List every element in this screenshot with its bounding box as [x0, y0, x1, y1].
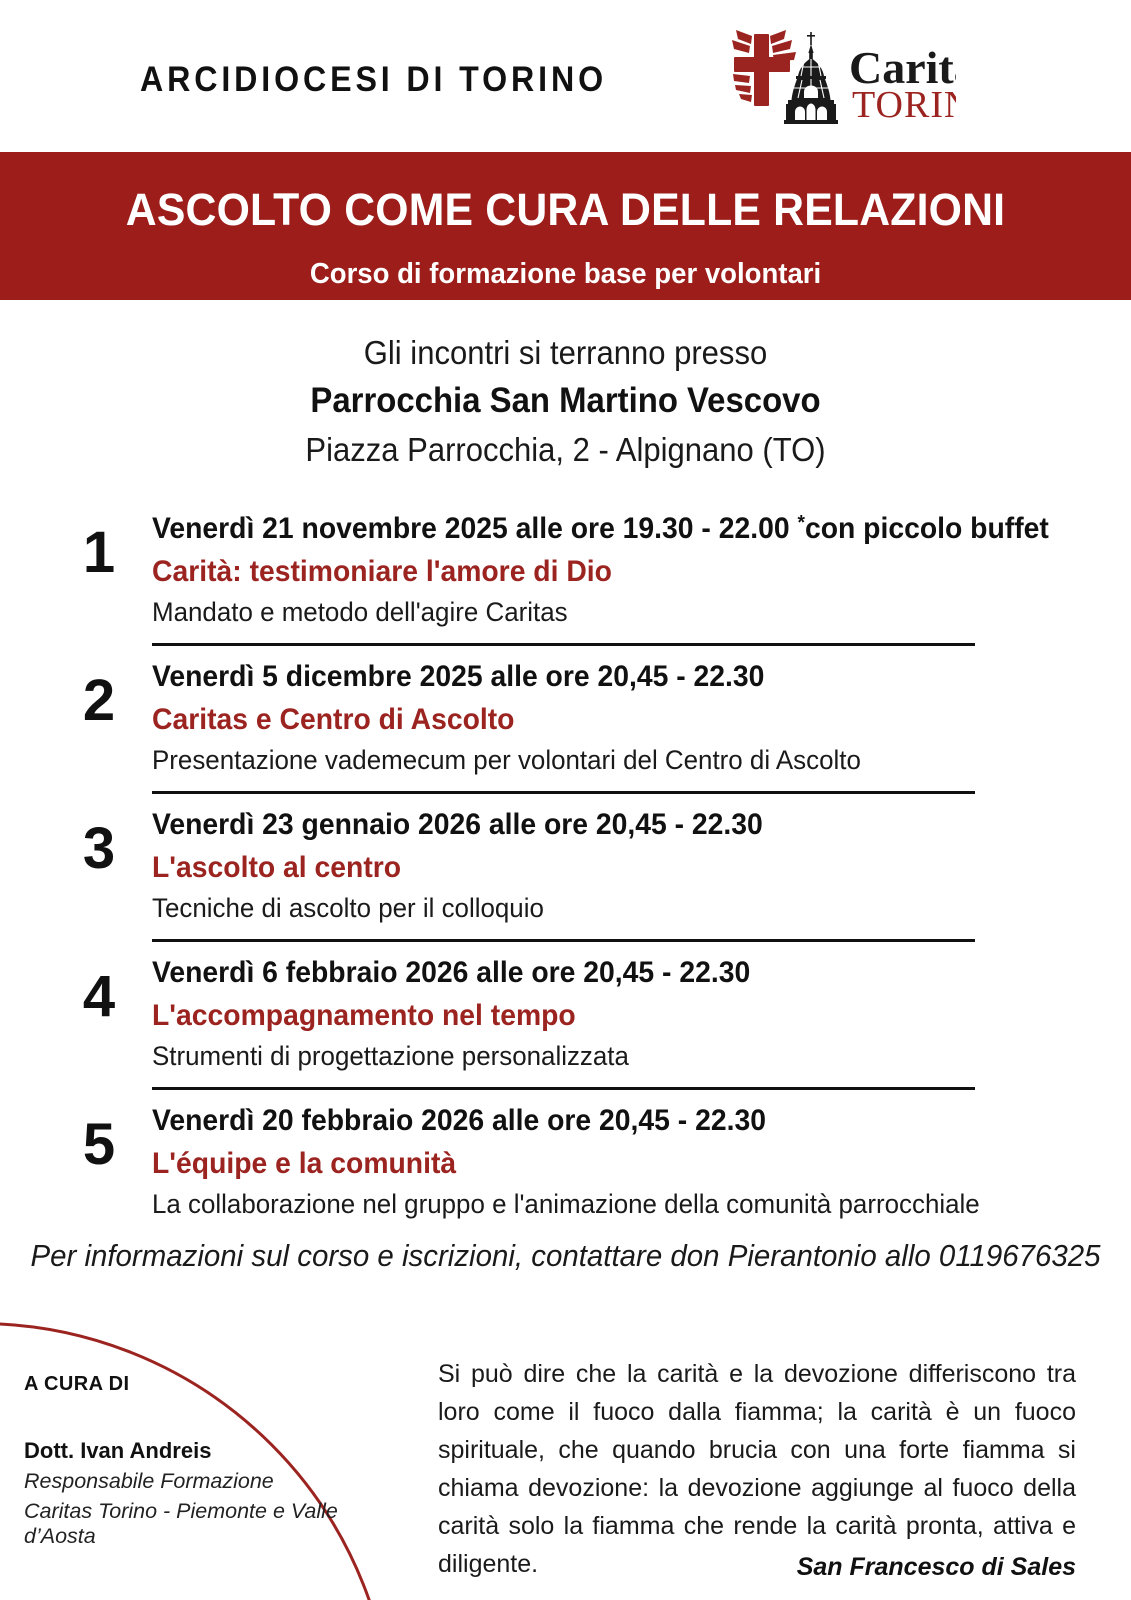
- session-number: 3: [82, 816, 116, 881]
- session-date: Venerdì 6 febbraio 2026 alle ore 20,45 -…: [152, 942, 1092, 990]
- session-date-text: Venerdì 23 gennaio 2026 alle ore 20,45 -…: [152, 808, 763, 841]
- session-number: 1: [82, 520, 116, 585]
- session-number: 4: [82, 964, 116, 1029]
- session-title: Carità: testimoniare l'amore di Dio: [152, 555, 612, 588]
- session-item: 3 Venerdì 23 gennaio 2026 alle ore 20,45…: [0, 794, 1131, 942]
- session-date: Venerdì 20 febbraio 2026 alle ore 20,45 …: [152, 1090, 1092, 1138]
- session-description: Strumenti di progettazione personalizzat…: [152, 1041, 629, 1071]
- quote-author: San Francesco di Sales: [796, 1553, 1076, 1581]
- session-date-text: Venerdì 6 febbraio 2026 alle ore 20,45 -…: [152, 956, 751, 989]
- session-item: 1 Venerdì 21 novembre 2025 alle ore 19.3…: [0, 498, 1131, 646]
- session-date-note: con piccolo buffet: [804, 512, 1049, 545]
- diocese-title: ARCIDIOCESI DI TORINO: [140, 60, 607, 99]
- caritas-torino-logo: Caritas TORINO: [726, 26, 956, 126]
- session-divider: [152, 791, 975, 794]
- session-description: Presentazione vademecum per volontari de…: [152, 745, 861, 775]
- session-description: Mandato e metodo dell'agire Caritas: [152, 597, 568, 627]
- venue-address: Piazza Parrocchia, 2 - Alpignano (TO): [305, 431, 826, 469]
- session-list: 1 Venerdì 21 novembre 2025 alle ore 19.3…: [0, 498, 1131, 1238]
- poster-header: ARCIDIOCESI DI TORINO: [0, 0, 1131, 152]
- session-date: Venerdì 5 dicembre 2025 alle ore 20,45 -…: [152, 646, 1092, 694]
- session-title: L'équipe e la comunità: [152, 1147, 457, 1180]
- contact-line: Per informazioni sul corso e iscrizioni,…: [30, 1238, 1101, 1273]
- session-date-text: Venerdì 5 dicembre 2025 alle ore 20,45 -…: [152, 660, 765, 693]
- session-item: 2 Venerdì 5 dicembre 2025 alle ore 20,45…: [0, 646, 1131, 794]
- title-banner: ASCOLTO COME CURA DELLE RELAZIONI Corso …: [0, 152, 1131, 300]
- session-number: 2: [82, 668, 116, 733]
- caritas-cross-icon: [732, 30, 796, 106]
- credits-block: A CURA DI Dott. Ivan Andreis Responsabil…: [24, 1373, 404, 1549]
- banner-title: ASCOLTO COME CURA DELLE RELAZIONI: [125, 184, 1006, 235]
- credits-organization: Caritas Torino - Piemonte e Valle d’Aost…: [24, 1499, 338, 1548]
- session-date-text: Venerdì 20 febbraio 2026 alle ore 20,45 …: [152, 1104, 766, 1137]
- credits-label: A CURA DI: [24, 1373, 130, 1395]
- session-divider: [152, 643, 975, 646]
- session-item: 5 Venerdì 20 febbraio 2026 alle ore 20,4…: [0, 1090, 1131, 1238]
- quote-text: Si può dire che la carità e la devozione…: [438, 1360, 1076, 1578]
- venue-name: Parrocchia San Martino Vescovo: [310, 381, 821, 421]
- session-title: Caritas e Centro di Ascolto: [152, 703, 515, 736]
- session-divider: [152, 939, 975, 942]
- session-date: Venerdì 21 novembre 2025 alle ore 19.30 …: [152, 498, 1092, 546]
- quote-block: Si può dire che la carità e la devozione…: [438, 1355, 1076, 1582]
- venue-block: Gli incontri si terranno presso Parrocch…: [0, 332, 1131, 471]
- session-description: Tecniche di ascolto per il colloquio: [152, 893, 544, 923]
- session-description: La collaborazione nel gruppo e l'animazi…: [152, 1189, 980, 1219]
- banner-subtitle: Corso di formazione base per volontari: [309, 258, 822, 290]
- session-date-note-marker: *: [797, 512, 805, 534]
- session-date-text: Venerdì 21 novembre 2025 alle ore 19.30 …: [152, 512, 798, 545]
- session-title: L'ascolto al centro: [152, 851, 402, 884]
- session-item: 4 Venerdì 6 febbraio 2026 alle ore 20,45…: [0, 942, 1131, 1090]
- venue-intro: Gli incontri si terranno presso: [363, 334, 768, 371]
- credits-role: Responsabile Formazione: [24, 1469, 274, 1493]
- session-number: 5: [82, 1112, 116, 1177]
- session-date: Venerdì 23 gennaio 2026 alle ore 20,45 -…: [152, 794, 1092, 842]
- session-title: L'accompagnamento nel tempo: [152, 999, 576, 1032]
- logo-wordmark-torino: TORINO: [852, 84, 956, 126]
- logo-wordmark-caritas: Caritas: [849, 42, 956, 93]
- credits-name: Dott. Ivan Andreis: [24, 1438, 212, 1463]
- session-divider: [152, 1087, 975, 1090]
